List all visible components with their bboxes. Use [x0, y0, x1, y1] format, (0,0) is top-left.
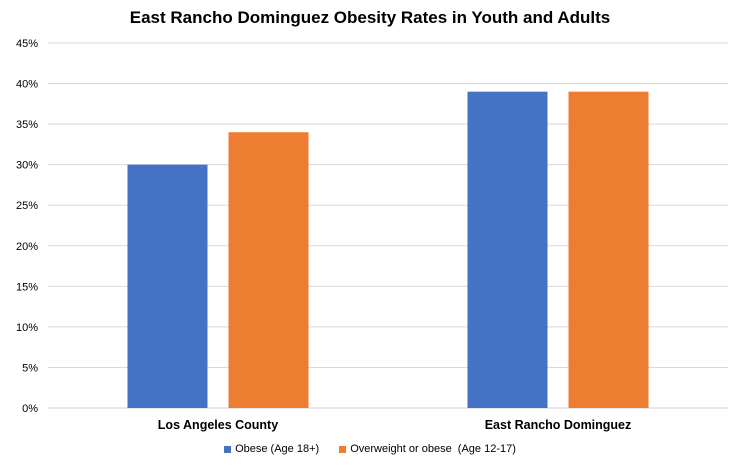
legend-item-obese: Obese (Age 18+) [224, 443, 319, 455]
legend: Obese (Age 18+) Overweight or obese (Age… [0, 443, 740, 455]
y-tick-label: 5% [22, 362, 38, 374]
y-tick-label: 30% [16, 160, 38, 172]
y-tick-label: 20% [16, 241, 38, 253]
bar [228, 132, 309, 408]
y-tick-label: 25% [16, 200, 38, 212]
legend-swatch-obese [224, 445, 232, 453]
y-tick-label: 45% [16, 38, 38, 50]
x-category-label: Los Angeles County [158, 418, 278, 432]
legend-item-overweight: Overweight or obese (Age 12-17) [339, 443, 516, 455]
legend-label-overweight: Overweight or obese (Age 12-17) [350, 443, 516, 455]
bar [568, 91, 649, 409]
x-category-label: East Rancho Dominguez [485, 418, 632, 432]
legend-label-obese: Obese (Age 18+) [235, 443, 320, 455]
y-tick-label: 0% [22, 403, 38, 415]
bar [467, 91, 548, 409]
y-tick-label: 10% [16, 322, 38, 334]
chart-title: East Rancho Dominguez Obesity Rates in Y… [129, 8, 611, 27]
bar [127, 164, 208, 408]
y-tick-label: 15% [16, 281, 38, 293]
legend-swatch-overweight [339, 445, 347, 453]
y-tick-label: 40% [16, 79, 38, 91]
y-tick-label: 35% [16, 119, 38, 131]
